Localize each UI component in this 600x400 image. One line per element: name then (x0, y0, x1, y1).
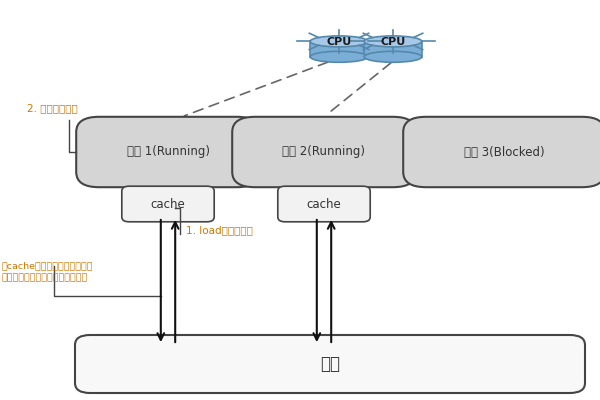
FancyBboxPatch shape (232, 117, 416, 187)
FancyBboxPatch shape (122, 186, 214, 222)
Text: 查cache的値是否与内存一致，: 查cache的値是否与内存一致， (1, 262, 93, 270)
Ellipse shape (364, 36, 422, 47)
FancyBboxPatch shape (364, 42, 422, 57)
FancyBboxPatch shape (278, 186, 370, 222)
Text: cache: cache (307, 198, 341, 210)
Text: 线程 2(Running): 线程 2(Running) (283, 146, 365, 158)
Text: 一致则继续执行，若不一致则重来: 一致则继续执行，若不一致则重来 (1, 274, 88, 282)
Text: CPU: CPU (380, 37, 406, 47)
Text: 线程 3(Blocked): 线程 3(Blocked) (464, 146, 544, 158)
Ellipse shape (310, 51, 368, 62)
Text: 2. 执行线程代码: 2. 执行线程代码 (27, 103, 78, 113)
FancyBboxPatch shape (75, 335, 585, 393)
Text: 线程 1(Running): 线程 1(Running) (127, 146, 209, 158)
Text: 1. load线程上下文: 1. load线程上下文 (186, 225, 253, 235)
FancyBboxPatch shape (310, 42, 368, 57)
Text: cache: cache (151, 198, 185, 210)
FancyBboxPatch shape (403, 117, 600, 187)
FancyBboxPatch shape (76, 117, 260, 187)
Ellipse shape (310, 36, 368, 47)
Text: CPU: CPU (326, 37, 352, 47)
Text: 内存: 内存 (320, 355, 340, 373)
Ellipse shape (364, 51, 422, 62)
